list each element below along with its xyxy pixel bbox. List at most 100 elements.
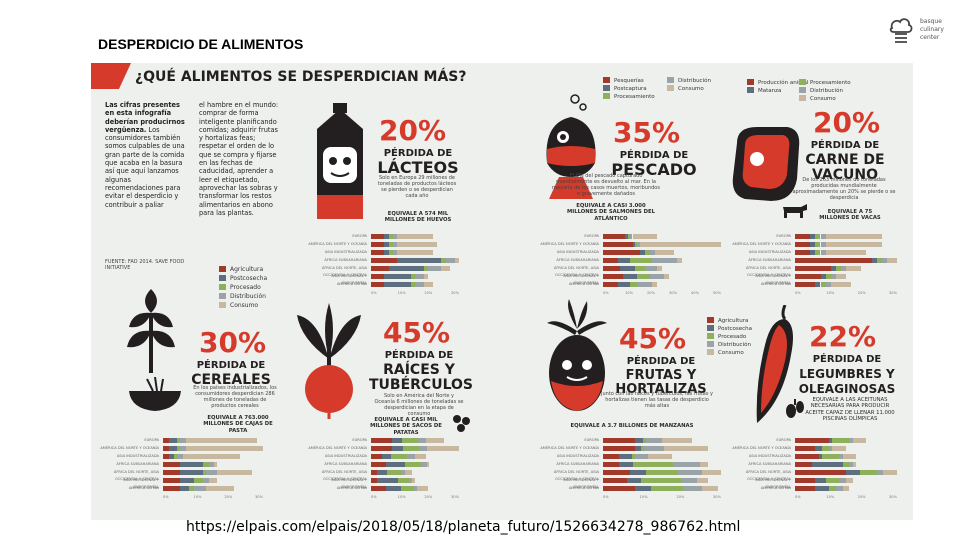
chart-row-fish: AMÉRICA DEL NORTE Y OCEANÍA xyxy=(539,241,725,248)
bar-segment xyxy=(208,478,218,483)
bar-segment xyxy=(177,446,181,451)
bar-segment xyxy=(163,486,181,491)
bar-segment xyxy=(815,242,821,247)
bar-segment xyxy=(820,274,826,279)
beet-icon xyxy=(297,303,361,419)
bar-segment xyxy=(795,250,811,255)
chart-row-fish: ASIA INDUSTRIALIZADA xyxy=(539,249,725,256)
chart-row-fruit: AMÉRICA DEL NORTE Y OCEANÍA xyxy=(539,445,725,452)
bar-segment xyxy=(603,250,640,255)
bar-segment xyxy=(371,478,378,483)
region-label: ÁFRICA SUBSAHARIANA xyxy=(324,258,367,262)
bar-segment xyxy=(617,258,631,263)
bar-segment xyxy=(632,234,658,239)
bar-segment xyxy=(642,438,647,443)
intro-column-1: Las cifras presentes en esta infografía … xyxy=(105,101,185,209)
axis-tick-label: 30% xyxy=(669,291,677,295)
bar-segment xyxy=(411,478,415,483)
legumes-bar-chart: EUROPA AMÉRICA DEL NORTE Y OCEANÍA ASIA IN… xyxy=(731,437,901,517)
legend-item: Producción animal xyxy=(747,79,809,87)
chart-row-cereals: ASIA MERIDIONAL Y SUDORIENTAL xyxy=(99,477,267,489)
bar-segment xyxy=(830,282,852,287)
chart-row-legumes: ASIA MERIDIONAL Y SUDORIENTAL xyxy=(731,477,901,489)
brand-words: basque culinary center xyxy=(920,18,944,41)
bar-segment xyxy=(830,266,836,271)
bar-segment xyxy=(840,266,846,271)
bar-segment xyxy=(639,250,645,255)
region-label: EUROPA xyxy=(352,438,367,442)
bar-segment xyxy=(631,454,635,459)
legend-item: Consumo xyxy=(667,85,711,93)
milk-carton-icon xyxy=(317,103,363,219)
dairy-bar-chart: EUROPA AMÉRICA DEL NORTE Y OCEANÍA ASIA IN… xyxy=(307,233,463,303)
bar-segment xyxy=(603,454,619,459)
region-label: ÁFRICA DEL NORTE, ASIA OCCIDENTAL Y CENT… xyxy=(745,470,791,481)
bar-segment xyxy=(630,282,638,287)
beef-heading: PÉRDIDA DE CARNE DE VACUNO xyxy=(805,140,885,183)
chart-row-dairy: ÁFRICA SUBSAHARIANA xyxy=(307,257,463,264)
chart-row-roots: EUROPA xyxy=(307,437,463,444)
bar-segment xyxy=(637,242,640,247)
bar-segment xyxy=(795,266,831,271)
bar-segment xyxy=(839,454,843,459)
dairy-equivalent: EQUIVALE A 574 MIL MILLONES DE HUEVOS xyxy=(384,211,452,224)
bar-segment xyxy=(627,234,631,239)
chart-row-fish: ÁFRICA SUBSAHARIANA xyxy=(539,257,725,264)
bar-segment xyxy=(180,462,203,467)
bar-segment xyxy=(603,234,626,239)
bar-segment xyxy=(825,242,882,247)
bar-segment xyxy=(657,266,662,271)
axis-tick-label: 0% xyxy=(163,495,169,499)
bar-segment xyxy=(795,486,816,491)
bar-segment xyxy=(634,454,648,459)
bar-segment xyxy=(677,470,702,475)
region-label: AMÉRICA DEL NORTE Y OCEANÍA xyxy=(540,242,599,246)
bar-segment xyxy=(371,250,385,255)
bar-segment xyxy=(825,282,831,287)
pasta-bowl-icon xyxy=(129,377,181,411)
axis-tick-label: 0% xyxy=(795,291,801,295)
fruit-equivalent: EQUIVALE A 3.7 BILLONES DE MANZANAS xyxy=(570,423,694,429)
intro-column-2: el hambre en el mundo: comprar de forma … xyxy=(199,101,279,217)
chart-row-legumes: AMÉRICA DEL NORTE Y OCEANÍA xyxy=(731,445,901,452)
bar-segment xyxy=(163,478,181,483)
bar-segment xyxy=(177,438,181,443)
region-label: AMÉRICA LATINA xyxy=(128,486,159,490)
bar-segment xyxy=(603,486,635,491)
beef-percent: 20% xyxy=(813,106,881,139)
bar-segment xyxy=(652,258,677,263)
bar-segment xyxy=(203,470,206,475)
bar-segment xyxy=(617,282,631,287)
bar-segment xyxy=(644,250,650,255)
chart-row-beef: AMÉRICA DEL NORTE Y OCEANÍA xyxy=(731,241,901,248)
bar-segment xyxy=(205,470,218,475)
fruit-note: Junto con las raíces y tubérculos, las f… xyxy=(601,391,713,409)
bar-segment xyxy=(168,438,178,443)
bar-segment xyxy=(397,242,437,247)
source-note: FUENTE: FAO 2014. SAVE FOOD INITIATIVE xyxy=(105,259,185,271)
chart-row-fruit: ÁFRICA DEL NORTE, ASIA OCCIDENTAL Y CENT… xyxy=(539,469,725,481)
bar-segment xyxy=(371,258,398,263)
region-label: AMÉRICA LATINA xyxy=(568,486,599,490)
axis-tick-label: 30% xyxy=(451,291,459,295)
region-label: ÁFRICA DEL NORTE, ASIA OCCIDENTAL Y CENT… xyxy=(745,266,791,277)
chart-row-fish: AMÉRICA LATINA xyxy=(539,281,725,288)
chart-row-legumes: ÁFRICA SUBSAHARIANA xyxy=(731,461,901,468)
fish-note: El 8% del pescado capturado mundialmente… xyxy=(552,173,660,197)
legend-item: Agricultura xyxy=(707,317,752,325)
bar-segment xyxy=(795,478,816,483)
bar-segment xyxy=(815,282,821,287)
region-label: EUROPA xyxy=(776,438,791,442)
headline: ¿QUÉ ALIMENTOS SE DESPERDICIAN MÁS? xyxy=(135,69,467,85)
bar-segment xyxy=(408,478,412,483)
roots-equivalent: EQUIVALE A CASI MIL MILLONES DE SACOS DE… xyxy=(370,417,442,436)
chart-row-fruit: ASIA INDUSTRIALIZADA xyxy=(539,453,725,460)
bar-segment xyxy=(795,242,811,247)
bar-segment xyxy=(795,234,811,239)
legend-item: Procesado xyxy=(219,283,267,292)
bar-segment xyxy=(425,438,444,443)
bar-segment xyxy=(649,274,665,279)
bar-segment xyxy=(163,438,169,443)
cow-icon xyxy=(783,204,807,218)
region-label: ÁFRICA SUBSAHARIANA xyxy=(556,462,599,466)
